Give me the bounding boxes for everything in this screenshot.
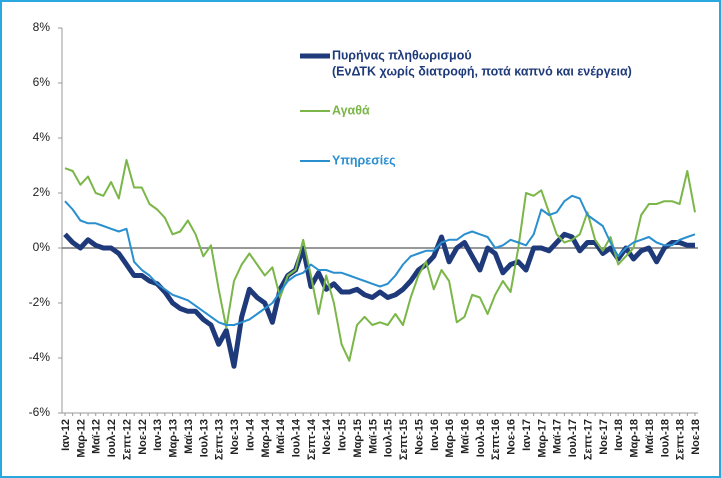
x-tick-label: Μαρ-15 (352, 419, 364, 458)
legend-label: Υπηρεσίες (332, 153, 396, 167)
x-tick-label: Ιαν-13 (152, 419, 164, 451)
x-tick-label: Ιαν-14 (244, 418, 256, 451)
y-tick-label: 2% (33, 185, 51, 199)
x-tick-label: Ιαν-18 (613, 419, 625, 451)
x-tick-label: Σεπτ-14 (306, 418, 318, 460)
x-tick-label: Μαϊ-17 (552, 419, 564, 454)
y-tick-label: 0% (33, 240, 51, 254)
x-tick-label: Μαρ-18 (629, 419, 641, 458)
x-tick-label: Μαρ-12 (75, 419, 87, 458)
x-tick-label: Νοε-18 (690, 419, 702, 455)
x-tick-label: Μαρ-13 (168, 419, 180, 458)
x-tick-label: Μαϊ-14 (275, 418, 287, 454)
x-tick-label: Μαϊ-13 (183, 419, 195, 454)
series-line (64, 159, 696, 362)
x-tick-label: Μαρ-16 (444, 419, 456, 458)
x-tick-label: Ιουλ-14 (290, 418, 302, 457)
x-tick-label: Νοε-14 (321, 418, 333, 455)
x-tick-label: Νοε-13 (229, 419, 241, 455)
x-tick-label: Σεπτ-13 (214, 419, 226, 460)
x-tick-label: Σεπτ-12 (121, 419, 133, 460)
x-tick-label: Σεπτ-16 (490, 419, 502, 460)
y-tick-label: 6% (33, 75, 51, 89)
x-tick-label: Ιουλ-18 (659, 419, 671, 457)
x-tick-label: Μαρ-17 (536, 419, 548, 458)
x-tick-label: Ιαν-12 (60, 419, 72, 451)
x-tick-label: Μαϊ-16 (460, 419, 472, 454)
x-tick-label: Ιουλ-15 (383, 419, 395, 457)
legend-label: Αγαθά (332, 103, 370, 117)
x-tick-label: Σεπτ-17 (582, 419, 594, 460)
x-tick-label: Σεπτ-15 (398, 419, 410, 460)
x-tick-label: Ιαν-15 (337, 419, 349, 451)
x-tick-label: Νοε-17 (598, 419, 610, 455)
x-tick-label: Μαϊ-15 (367, 419, 379, 454)
legend-label: Πυρήνας πληθωρισμού (332, 48, 472, 62)
y-tick-label: 8% (33, 20, 51, 34)
x-tick-label: Νοε-12 (137, 419, 149, 455)
y-tick-label: -6% (29, 405, 51, 419)
x-tick-label: Μαρ-14 (260, 418, 272, 458)
x-tick-label: Ιαν-17 (521, 419, 533, 451)
x-tick-label: Ιαν-16 (429, 419, 441, 451)
y-tick-label: -2% (29, 295, 51, 309)
y-tick-label: -4% (29, 350, 51, 364)
x-tick-label: Νοε-16 (506, 419, 518, 455)
x-tick-label: Νοε-15 (413, 419, 425, 455)
x-tick-label: Ιουλ-16 (475, 419, 487, 457)
x-tick-label: Ιουλ-17 (567, 419, 579, 457)
y-tick-label: 4% (33, 130, 51, 144)
series-line (63, 231, 695, 369)
x-tick-label: Ιουλ-12 (106, 419, 118, 457)
x-tick-label: Μαϊ-18 (644, 419, 656, 454)
legend-note: (ΕνΔΤΚ χωρίς διατροφή, ποτά καπνό και εν… (332, 64, 632, 78)
x-tick-label: Σεπτ-18 (675, 419, 687, 460)
series-line (64, 194, 696, 326)
x-tick-label: Ιουλ-13 (198, 419, 210, 457)
x-tick-label: Μαϊ-12 (91, 419, 103, 454)
